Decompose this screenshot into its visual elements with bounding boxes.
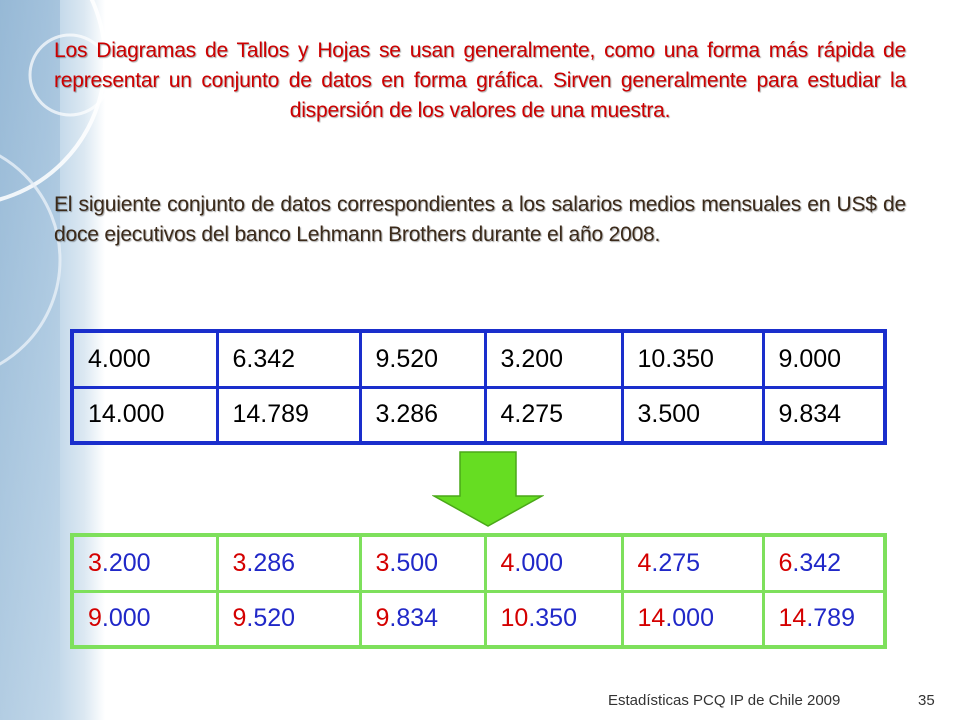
leaf-digits: .789 [806, 604, 855, 633]
side-decoration-shade [0, 0, 60, 720]
leaf-digits: .200 [101, 548, 151, 577]
leaf-digits: .500 [389, 548, 439, 577]
table-cell: 4.000 [70, 329, 219, 389]
footer-text: Estadísticas PCQ IP de Chile 2009 [608, 692, 841, 709]
down-arrow-icon [432, 451, 544, 527]
leaf-digits: .834 [389, 604, 439, 633]
table-row: 9.000 9.520 9.834 10.350 14.000 14.789 [70, 589, 887, 649]
stem-digit: 9 [88, 604, 102, 633]
stem-digit: 4 [637, 548, 652, 577]
page-number: 35 [918, 692, 935, 709]
leaf-digits: .000 [665, 604, 714, 633]
stem-digit: 9 [232, 604, 247, 633]
stem-digit: 3 [375, 548, 390, 577]
table-cell: 9.000 [761, 329, 887, 389]
data-description-paragraph: El siguiente conjunto de datos correspon… [54, 193, 906, 246]
table-cell: 9.834 [358, 589, 487, 649]
table-cell: 4.275 [620, 533, 765, 593]
table-cell: 3.200 [483, 329, 624, 389]
table-cell: 4.275 [483, 385, 624, 445]
leaf-digits: .350 [528, 604, 577, 633]
table-cell: 6.342 [215, 329, 362, 389]
stem-digit: 3 [232, 548, 247, 577]
table-row: 3.200 3.286 3.500 4.000 4.275 6.342 [70, 533, 887, 593]
table-cell: 3.200 [70, 533, 219, 593]
table-cell: 9.520 [215, 589, 362, 649]
leaf-digits: .000 [101, 604, 151, 633]
stem-digit: 14 [637, 604, 666, 633]
leaf-digits: .275 [651, 548, 701, 577]
table-cell: 14.789 [761, 589, 887, 649]
table-cell: 6.342 [761, 533, 887, 593]
table-cell: 4.000 [483, 533, 624, 593]
stem-digit: 10 [500, 604, 529, 633]
table-cell: 9.520 [358, 329, 487, 389]
stem-digit: 14 [778, 604, 807, 633]
table-cell: 3.286 [358, 385, 487, 445]
table-cell: 10.350 [620, 329, 765, 389]
table-cell: 3.286 [215, 533, 362, 593]
table-cell: 14.000 [70, 385, 219, 445]
table-row: 4.000 6.342 9.520 3.200 10.350 9.000 [70, 329, 887, 389]
table-cell: 9.834 [761, 385, 887, 445]
stem-digit: 9 [375, 604, 390, 633]
table-cell: 3.500 [358, 533, 487, 593]
leaf-digits: .000 [514, 548, 564, 577]
intro-paragraph: Los Diagramas de Tallos y Hojas se usan … [54, 39, 906, 122]
raw-salary-table: 4.000 6.342 9.520 3.200 10.350 9.000 14.… [70, 329, 887, 445]
leaf-digits: .342 [792, 548, 842, 577]
leaf-digits: .520 [246, 604, 296, 633]
table-row: 14.000 14.789 3.286 4.275 3.500 9.834 [70, 385, 887, 445]
table-cell: 9.000 [70, 589, 219, 649]
table-cell: 14.000 [620, 589, 765, 649]
table-cell: 14.789 [215, 385, 362, 445]
leaf-digits: .286 [246, 548, 296, 577]
decorative-circles [0, 0, 112, 366]
table-cell: 10.350 [483, 589, 624, 649]
stem-digit: 6 [778, 548, 793, 577]
stem-digit: 3 [88, 548, 102, 577]
table-cell: 3.500 [620, 385, 765, 445]
stem-digit: 4 [500, 548, 515, 577]
sorted-salary-table: 3.200 3.286 3.500 4.000 4.275 6.342 9.00… [70, 533, 887, 649]
